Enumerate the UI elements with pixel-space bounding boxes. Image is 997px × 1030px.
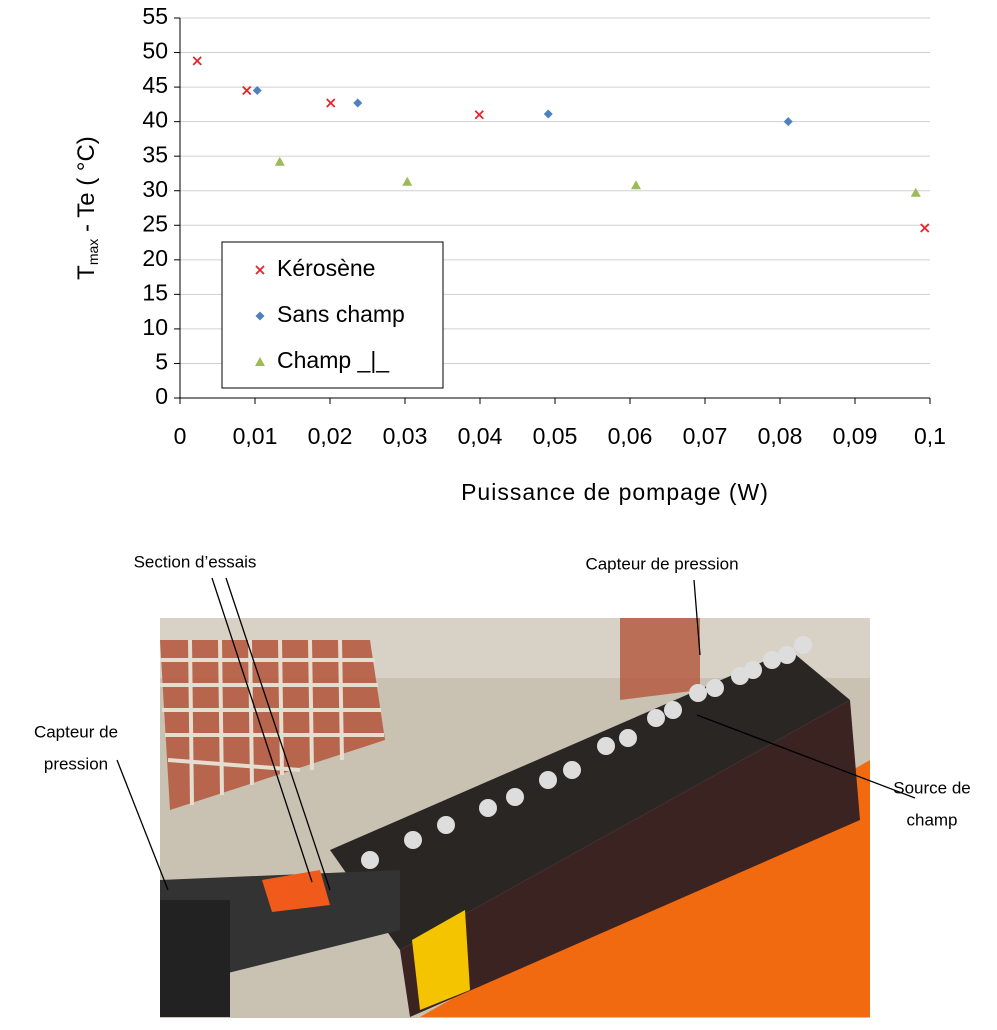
legend-label: Sans champ	[277, 301, 405, 327]
cage-grid	[160, 639, 384, 806]
y-label-sub: max	[85, 239, 101, 265]
marker-x	[326, 98, 336, 108]
marker-triangle	[910, 187, 921, 197]
marker-triangle	[274, 156, 285, 166]
x-tick-label: 0,04	[458, 423, 503, 449]
y-tick-label: 55	[142, 3, 168, 29]
annotations: Section d’essais Capteur de pression Cap…	[34, 552, 971, 829]
marker-x	[192, 56, 202, 66]
marker-x	[920, 223, 930, 233]
y-axis-label: Tmax - Te ( °C)	[73, 136, 100, 280]
marker-diamond	[783, 117, 793, 127]
annotation-lines	[116, 577, 916, 891]
photo	[160, 618, 870, 1018]
x-tick-label: 0,02	[308, 423, 353, 449]
legend-marker	[255, 311, 265, 321]
y-tick-label: 0	[155, 383, 168, 409]
legend-marker	[255, 265, 265, 275]
annotation: Capteur de	[34, 722, 118, 741]
y-tick-label: 45	[142, 72, 168, 98]
marker-diamond	[252, 86, 262, 96]
marker-diamond	[543, 109, 553, 119]
y-tick-label: 35	[142, 141, 168, 167]
red-part	[262, 870, 330, 912]
bolts	[361, 636, 812, 869]
x-tick-label: 0,01	[233, 423, 278, 449]
block-top	[330, 650, 850, 950]
x-tick-label: 0,03	[383, 423, 428, 449]
y-tick-label: 5	[155, 349, 168, 375]
y-tick-label: 25	[142, 210, 168, 236]
block-front	[400, 700, 860, 1017]
y-label-rest: - Te ( °C)	[73, 136, 100, 239]
marker-triangle	[402, 176, 413, 186]
legend-label: Kérosène	[277, 255, 375, 281]
y-label-main: T	[73, 265, 100, 280]
y-tick-label: 20	[142, 245, 168, 271]
marker-x	[474, 110, 484, 120]
x-tick-label: 0,08	[758, 423, 803, 449]
x-tick-label: 0,06	[608, 423, 653, 449]
cage-right	[620, 618, 700, 700]
legend-label: Champ _|_	[277, 347, 390, 373]
annotation: champ	[906, 810, 957, 829]
x-tick-label: 0	[174, 423, 187, 449]
x-tick-label: 0,05	[533, 423, 578, 449]
warning-sign	[412, 910, 470, 1010]
marker-triangle	[631, 180, 641, 190]
annotation: Section d’essais	[134, 552, 257, 571]
cable	[160, 900, 230, 1017]
y-tick-label: 10	[142, 314, 168, 340]
x-tick-label: 0,09	[833, 423, 878, 449]
annotation: Capteur de pression	[585, 554, 738, 573]
annotation: pression	[44, 754, 108, 773]
legend-marker	[255, 357, 265, 366]
annotation: Source de	[893, 778, 971, 797]
legend: Kérosène Sans champ Champ _|_	[221, 241, 444, 389]
y-tick-label: 15	[142, 279, 168, 305]
x-axis-label: Puissance de pompage (W)	[461, 479, 769, 505]
y-tick-label: 50	[142, 38, 168, 64]
cage	[160, 640, 385, 810]
y-tick-label: 40	[142, 107, 168, 133]
marker-diamond	[353, 98, 363, 108]
x-tick-label: 0,07	[683, 423, 728, 449]
marker-x	[242, 85, 252, 96]
y-tick-label: 30	[142, 176, 168, 202]
x-tick-label: 0,1	[914, 423, 946, 449]
